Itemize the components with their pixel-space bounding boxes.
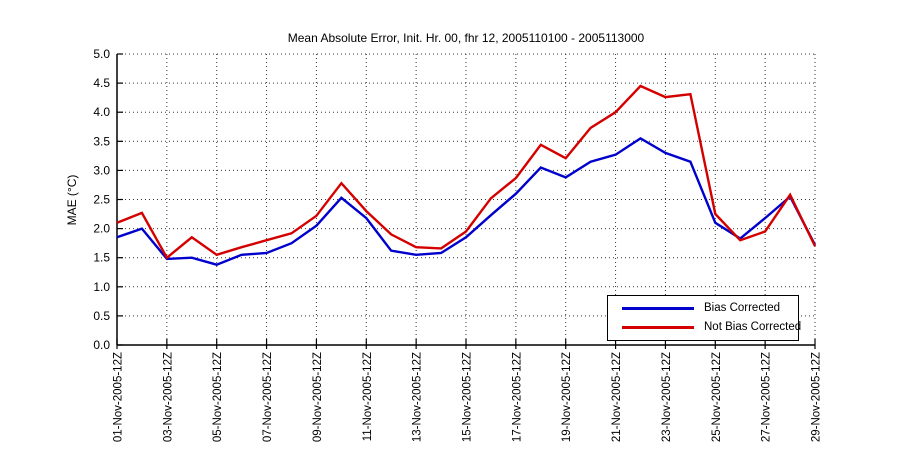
y-axis-tick-label: 4.0 bbox=[93, 105, 110, 119]
legend-item-not-bias-corrected: Not Bias Corrected bbox=[622, 321, 802, 334]
x-axis-tick-label: 13-Nov-2005-12Z bbox=[412, 352, 424, 442]
y-axis-tick-label: 1.0 bbox=[93, 280, 110, 294]
x-axis-tick-label: 07-Nov-2005-12Z bbox=[262, 352, 274, 442]
x-axis-tick-label: 01-Nov-2005-12Z bbox=[113, 352, 125, 442]
x-axis-tick-label: 25-Nov-2005-12Z bbox=[711, 352, 723, 442]
x-axis-tick-label: 09-Nov-2005-12Z bbox=[312, 352, 324, 442]
legend-line-swatch-red bbox=[622, 326, 694, 329]
y-axis-tick-label: 0.0 bbox=[93, 338, 110, 352]
x-axis-tick-label: 27-Nov-2005-12Z bbox=[761, 352, 773, 442]
legend-label: Bias Corrected bbox=[704, 302, 781, 314]
y-axis-tick-label: 2.0 bbox=[93, 222, 110, 236]
x-axis-tick-label: 29-Nov-2005-12Z bbox=[811, 352, 823, 442]
y-axis-tick-label: 5.0 bbox=[93, 47, 110, 61]
y-axis-label: MAE (°C) bbox=[65, 174, 79, 226]
x-axis-tick-label: 05-Nov-2005-12Z bbox=[212, 352, 224, 442]
y-axis-tick-label: 0.5 bbox=[93, 309, 110, 323]
y-axis-tick-label: 3.0 bbox=[93, 163, 110, 177]
legend-line-swatch-blue bbox=[622, 307, 694, 310]
x-axis-tick-label: 23-Nov-2005-12Z bbox=[661, 352, 673, 442]
x-axis-tick-label: 19-Nov-2005-12Z bbox=[561, 352, 573, 442]
x-axis-tick-label: 15-Nov-2005-12Z bbox=[462, 352, 474, 442]
chart-title: Mean Absolute Error, Init. Hr. 00, fhr 1… bbox=[287, 31, 645, 45]
x-axis-tick-label: 03-Nov-2005-12Z bbox=[162, 352, 174, 442]
series-line-not-bias-corrected bbox=[116, 84, 817, 260]
x-axis-tick-label: 17-Nov-2005-12Z bbox=[511, 352, 523, 442]
y-axis-tick-label: 4.5 bbox=[93, 76, 110, 90]
legend-item-bias-corrected: Bias Corrected bbox=[622, 302, 798, 315]
x-axis-tick-label: 11-Nov-2005-12Z bbox=[362, 352, 374, 441]
legend-label: Not Bias Corrected bbox=[704, 321, 802, 333]
series-line-bias-corrected bbox=[116, 136, 817, 266]
x-axis-tick-label: 21-Nov-2005-12Z bbox=[611, 352, 623, 442]
legend: Bias Corrected Not Bias Corrected bbox=[607, 295, 802, 341]
y-axis-tick-label: 1.5 bbox=[93, 251, 110, 265]
y-axis-tick-label: 3.5 bbox=[93, 134, 110, 148]
y-axis-tick-label: 2.5 bbox=[93, 193, 110, 207]
